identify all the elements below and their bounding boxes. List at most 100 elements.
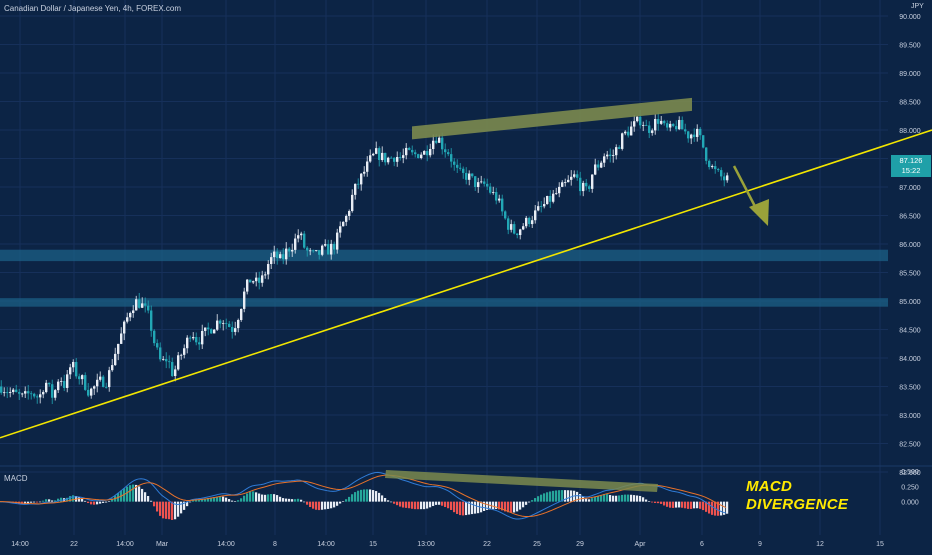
- macd-histogram-bar: [330, 501, 333, 509]
- macd-histogram-bar: [96, 501, 99, 505]
- candle-up: [522, 226, 525, 230]
- candle-up: [546, 195, 549, 205]
- candle-down: [426, 151, 429, 156]
- candle-down: [516, 233, 519, 236]
- macd-histogram-bar: [87, 501, 90, 504]
- candle-up: [633, 121, 636, 127]
- macd-histogram-bar: [516, 501, 519, 512]
- macd-histogram-bar: [519, 501, 522, 510]
- macd-histogram-bar: [168, 501, 171, 520]
- macd-histogram-bar: [234, 501, 237, 502]
- candle-up: [375, 148, 378, 154]
- candle-down: [6, 392, 9, 394]
- macd-histogram-bar: [216, 496, 219, 502]
- macd-histogram-bar: [249, 491, 252, 502]
- macd-histogram-bar: [102, 501, 105, 503]
- macd-histogram-bar: [135, 484, 138, 502]
- macd-histogram-bar: [261, 494, 264, 502]
- candle-up: [141, 303, 144, 308]
- candle-down: [78, 376, 81, 380]
- macd-histogram-bar: [222, 496, 225, 502]
- candle-up: [186, 337, 189, 349]
- candle-down: [36, 396, 39, 398]
- candle-up: [690, 134, 693, 139]
- macd-histogram-bar: [198, 499, 201, 502]
- candles: [0, 109, 729, 405]
- candle-down: [579, 177, 582, 192]
- candle-down: [228, 323, 231, 327]
- candle-up: [543, 204, 546, 207]
- candle-up: [294, 238, 297, 250]
- macd-histogram-bar: [702, 501, 705, 511]
- macd-histogram-bar: [270, 494, 273, 502]
- candle-up: [120, 333, 123, 344]
- candle-up: [129, 313, 132, 318]
- candle-down: [495, 192, 498, 201]
- candle-up: [477, 182, 480, 188]
- candle-down: [105, 386, 108, 388]
- y-tick-label: 90.000: [899, 14, 921, 21]
- macd-histogram-bar: [603, 494, 606, 502]
- candle-up: [612, 155, 615, 157]
- candle-up: [636, 116, 639, 122]
- candle-up: [630, 126, 633, 136]
- candle-up: [363, 171, 366, 174]
- candle-up: [651, 130, 654, 133]
- macd-histogram-bar: [369, 489, 372, 502]
- symbol-title: Canadian Dollar / Japanese Yen, 4h, FORE…: [4, 4, 181, 13]
- y-tick-label: 87.000: [899, 185, 921, 192]
- candle-down: [87, 389, 90, 396]
- candle-down: [333, 243, 336, 250]
- candle-down: [474, 176, 477, 188]
- candle-up: [96, 379, 99, 387]
- candle-up: [315, 250, 318, 251]
- candle-down: [471, 173, 474, 177]
- candle-down: [708, 160, 711, 168]
- candle-down: [486, 183, 489, 187]
- candle-down: [51, 384, 54, 398]
- y-tick-label: 88.000: [899, 128, 921, 135]
- macd-histogram-bar: [177, 501, 180, 517]
- candle-down: [102, 376, 105, 387]
- candle-down: [435, 140, 438, 143]
- macd-histogram-bar: [351, 494, 354, 502]
- macd-histogram-bar: [201, 499, 204, 502]
- candle-up: [132, 310, 135, 314]
- candle-down: [528, 217, 531, 225]
- macd-histogram-bar: [594, 496, 597, 502]
- candle-down: [147, 305, 150, 311]
- macd-histogram-bar: [705, 501, 708, 512]
- candle-down: [540, 206, 543, 207]
- macd-histogram-bar: [528, 501, 531, 503]
- candle-down: [198, 342, 201, 345]
- macd-histogram-bar: [243, 495, 246, 502]
- macd-histogram-bar: [546, 492, 549, 502]
- candle-up: [381, 152, 384, 161]
- macd-histogram-bar: [609, 495, 612, 502]
- candle-up: [519, 229, 522, 236]
- macd-histogram-bar: [552, 490, 555, 502]
- candle-up: [498, 198, 501, 201]
- macd-histogram-bar: [384, 497, 387, 502]
- candle-up: [309, 250, 312, 252]
- macd-histogram-bar: [132, 484, 135, 502]
- candle-down: [399, 157, 402, 158]
- y-tick-label: 82.500: [899, 442, 921, 449]
- macd-histogram-bar: [240, 498, 243, 502]
- macd-histogram-bar: [375, 491, 378, 502]
- y-tick-label: 85.500: [899, 271, 921, 278]
- macd-histogram-bar: [372, 490, 375, 502]
- candle-down: [231, 326, 234, 332]
- macd-histogram-bar: [495, 501, 498, 510]
- candle-up: [243, 291, 246, 309]
- candle-down: [672, 123, 675, 127]
- candle-up: [678, 119, 681, 130]
- macd-histogram-bar: [684, 501, 687, 509]
- candle-down: [165, 358, 168, 362]
- candle-up: [432, 140, 435, 150]
- macd-histogram-bar: [105, 501, 108, 503]
- macd-histogram-bar: [537, 496, 540, 502]
